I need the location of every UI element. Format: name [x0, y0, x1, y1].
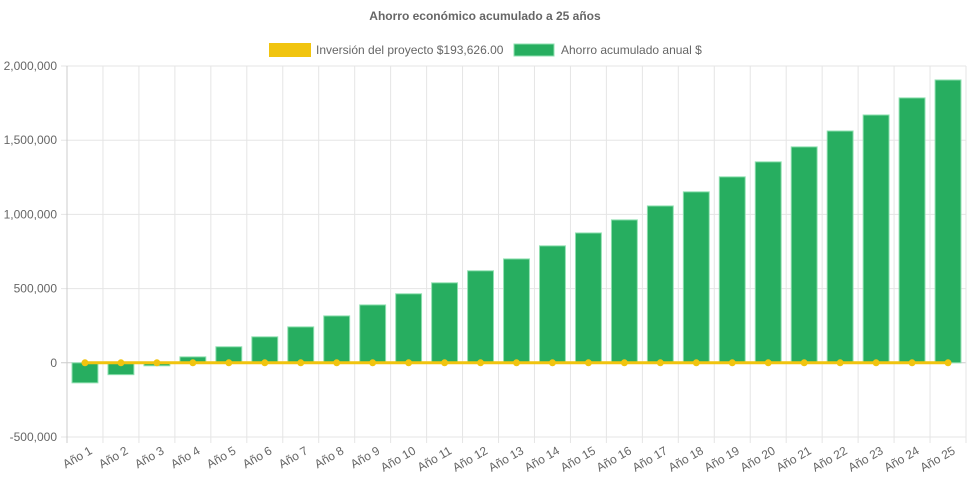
bar — [826, 130, 854, 364]
investment-point — [908, 359, 916, 367]
bar — [395, 293, 423, 364]
investment-point — [225, 359, 233, 367]
x-tick-label: Año 2 — [96, 443, 130, 471]
y-tick-label: 1,500,000 — [4, 133, 58, 147]
bar — [646, 205, 674, 364]
x-tick-label: Año 10 — [378, 443, 418, 474]
x-tick-label: Año 4 — [168, 443, 202, 471]
x-tick-label: Año 19 — [702, 443, 742, 474]
x-tick-label: Año 1 — [60, 443, 94, 471]
x-tick-label: Año 20 — [738, 443, 778, 474]
y-tick-label: 2,000,000 — [4, 59, 58, 73]
y-tick-label: -500,000 — [10, 430, 58, 444]
investment-point — [477, 359, 485, 367]
investment-point — [620, 359, 628, 367]
x-tick-label: Año 9 — [348, 443, 382, 471]
x-tick-label: Año 11 — [415, 443, 454, 474]
bar — [610, 219, 638, 364]
x-tick-label: Año 12 — [450, 443, 490, 474]
x-tick-label: Año 22 — [810, 443, 850, 474]
investment-point — [189, 359, 197, 367]
x-tick-label: Año 6 — [240, 443, 274, 471]
investment-point — [872, 359, 880, 367]
x-tick-label: Año 7 — [276, 443, 310, 471]
x-tick-label: Año 18 — [666, 443, 706, 474]
bar — [359, 304, 387, 364]
bar — [898, 97, 926, 364]
investment-point — [836, 359, 844, 367]
investment-point — [944, 359, 952, 367]
investment-point — [261, 359, 269, 367]
x-tick-label: Año 14 — [522, 443, 562, 474]
x-tick-label: Año 5 — [204, 443, 238, 471]
x-tick-label: Año 23 — [846, 443, 886, 474]
bar — [251, 336, 279, 364]
investment-point — [117, 359, 125, 367]
x-tick-label: Año 3 — [132, 443, 166, 471]
investment-point — [692, 359, 700, 367]
investment-point — [800, 359, 808, 367]
investment-point — [297, 359, 305, 367]
investment-point — [548, 359, 556, 367]
y-tick-label: 500,000 — [14, 282, 58, 296]
legend-label-investment: Inversión del proyecto $193,626.00 — [316, 43, 504, 57]
bar — [790, 146, 818, 364]
investment-point — [441, 359, 449, 367]
bar — [539, 245, 566, 364]
investment-point — [405, 359, 413, 367]
bar — [287, 326, 315, 364]
bar — [718, 176, 746, 364]
bar — [503, 258, 530, 364]
investment-point — [656, 359, 664, 367]
bar — [431, 282, 459, 364]
x-tick-label: Año 17 — [630, 443, 670, 474]
investment-point — [513, 359, 520, 367]
investment-point — [333, 359, 341, 367]
legend-label-savings: Ahorro acumulado anual $ — [561, 43, 702, 57]
x-tick-label: Año 15 — [558, 443, 598, 474]
legend-swatch-investment — [269, 43, 311, 57]
bar — [862, 114, 890, 364]
x-tick-label: Año 16 — [594, 443, 634, 474]
y-tick-label: 0 — [50, 356, 57, 370]
bar — [323, 315, 351, 364]
legend-swatch-savings — [513, 43, 555, 57]
investment-point — [764, 359, 772, 367]
x-tick-label: Año 24 — [882, 443, 922, 474]
bar — [574, 232, 602, 364]
x-tick-label: Año 8 — [312, 443, 346, 471]
x-tick-label: Año 13 — [486, 443, 526, 474]
investment-point — [728, 359, 736, 367]
investment-point — [584, 359, 592, 367]
investment-point — [369, 359, 377, 367]
x-tick-label: Año 21 — [774, 443, 814, 474]
bar — [934, 79, 962, 364]
investment-point — [153, 359, 161, 367]
bar — [754, 161, 782, 364]
bar — [682, 191, 710, 364]
bar — [467, 270, 494, 364]
x-tick-label: Año 25 — [918, 443, 958, 474]
y-tick-label: 1,000,000 — [4, 207, 58, 221]
investment-point — [81, 359, 89, 367]
chart-title: Ahorro económico acumulado a 25 años — [369, 9, 601, 23]
